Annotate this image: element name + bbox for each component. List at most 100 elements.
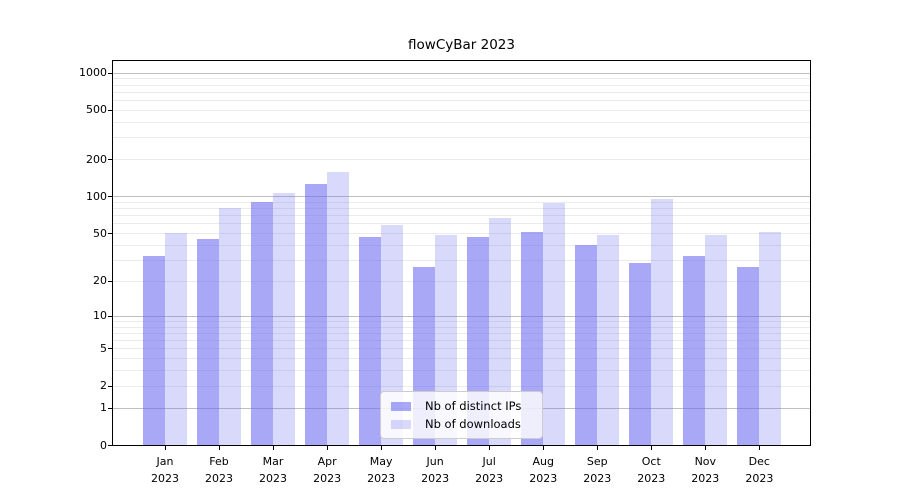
bar-distinct-ips-feb	[197, 238, 220, 445]
bar-downloads-dec	[759, 231, 782, 445]
y-grid-minor	[113, 320, 810, 322]
legend-item-downloads: Nb of downloads	[389, 416, 534, 432]
legend-item-distinct-ips: Nb of distinct IPs	[389, 398, 534, 414]
x-tick-label: Nov 2023	[691, 455, 720, 485]
y-tick-label: 1	[100, 401, 107, 415]
bar-distinct-ips-sep	[575, 244, 598, 445]
x-tick-label: Jan 2023	[151, 455, 179, 485]
y-tick-mark	[108, 72, 113, 74]
x-tick-mark	[273, 446, 275, 450]
x-tick-mark	[165, 446, 166, 450]
y-grid-minor	[113, 201, 810, 203]
y-tick-mark	[108, 445, 113, 446]
bar-downloads-nov	[705, 235, 728, 445]
x-tick-label: Aug 2023	[529, 455, 558, 485]
y-grid-minor	[113, 259, 810, 261]
y-tick-label: 50	[93, 226, 107, 240]
y-grid-minor	[113, 244, 810, 246]
y-tick-label: 100	[86, 189, 107, 203]
bar-downloads-sep	[597, 235, 620, 445]
y-tick-mark	[108, 233, 113, 234]
x-tick-mark	[489, 446, 491, 450]
y-grid-minor	[113, 78, 810, 80]
y-tick-mark	[108, 280, 113, 282]
legend-swatch-distinct-ips	[391, 401, 411, 411]
y-grid-minor	[113, 159, 810, 161]
bar-downloads-aug	[543, 203, 566, 445]
x-tick-mark	[543, 446, 545, 450]
x-tick-mark	[651, 446, 653, 450]
y-grid-minor	[113, 280, 810, 282]
x-tick-mark	[219, 446, 221, 450]
y-grid-minor	[113, 385, 810, 387]
bar-distinct-ips-oct	[629, 263, 652, 445]
y-grid-minor	[113, 223, 810, 225]
bar-distinct-ips-nov	[683, 256, 706, 445]
y-tick-label: 2	[100, 379, 107, 393]
y-grid-minor	[113, 215, 810, 217]
y-grid-minor	[113, 84, 810, 86]
bar-downloads-may	[381, 225, 404, 445]
bar-distinct-ips-mar	[251, 201, 274, 445]
y-grid-minor	[113, 91, 810, 93]
y-grid-major	[113, 315, 810, 317]
bar-distinct-ips-may	[359, 237, 382, 445]
y-grid-minor	[113, 370, 810, 372]
x-tick-label: Jun 2023	[421, 455, 450, 485]
bar-distinct-ips-jan	[143, 256, 165, 445]
y-tick-label: 0	[100, 438, 107, 452]
x-tick-label: Mar 2023	[259, 455, 288, 485]
y-tick-mark	[108, 109, 113, 111]
y-tick-mark	[108, 196, 113, 198]
y-tick-mark	[108, 348, 113, 350]
y-tick-label: 20	[93, 274, 107, 288]
y-grid-minor	[113, 137, 810, 139]
legend: Nb of distinct IPs Nb of downloads	[380, 391, 543, 439]
y-tick-label: 10	[93, 309, 107, 323]
y-tick-mark	[108, 159, 113, 161]
y-grid-major	[113, 196, 810, 198]
y-grid-minor	[113, 233, 810, 234]
x-tick-mark	[705, 446, 707, 450]
x-tick-label: Sep 2023	[583, 455, 612, 485]
y-grid-minor	[113, 340, 810, 342]
y-tick-mark	[108, 315, 113, 317]
bar-downloads-apr	[327, 171, 350, 445]
legend-swatch-downloads	[391, 419, 411, 429]
y-grid-minor	[113, 348, 810, 350]
x-tick-mark	[381, 446, 383, 450]
y-grid-minor	[113, 358, 810, 360]
y-grid-minor	[113, 326, 810, 328]
y-tick-label: 1000	[79, 66, 107, 79]
bar-downloads-jan	[165, 233, 187, 445]
x-tick-mark	[759, 446, 761, 450]
bar-downloads-mar	[273, 193, 296, 445]
legend-label-downloads: Nb of downloads	[425, 417, 521, 431]
chart-title: flowCyBar 2023	[408, 37, 515, 53]
y-tick-mark	[108, 385, 113, 387]
y-tick-mark	[108, 407, 113, 409]
y-grid-minor	[113, 100, 810, 101]
x-tick-mark	[435, 446, 437, 450]
x-tick-label: May 2023	[367, 455, 396, 485]
bar-downloads-feb	[219, 208, 242, 445]
x-tick-label: Feb 2023	[205, 455, 234, 485]
legend-label-distinct-ips: Nb of distinct IPs	[425, 399, 522, 413]
x-tick-label: Apr 2023	[313, 455, 342, 485]
x-tick-label: Dec 2023	[745, 455, 774, 485]
bar-downloads-oct	[651, 199, 674, 445]
y-grid-minor	[113, 332, 810, 334]
y-grid-minor	[113, 121, 810, 123]
plot-area: Nb of distinct IPs Nb of downloads	[112, 60, 811, 446]
y-grid-minor	[113, 109, 810, 111]
y-tick-label: 200	[86, 152, 107, 166]
bar-distinct-ips-apr	[305, 183, 328, 445]
x-tick-label: Oct 2023	[637, 455, 666, 485]
y-tick-label: 500	[86, 103, 107, 117]
y-tick-label: 5	[100, 341, 107, 355]
x-tick-label: Jul 2023	[475, 455, 504, 485]
bar-downloads-jul	[489, 218, 512, 445]
y-grid-minor	[113, 208, 810, 210]
bar-distinct-ips-dec	[737, 267, 760, 445]
